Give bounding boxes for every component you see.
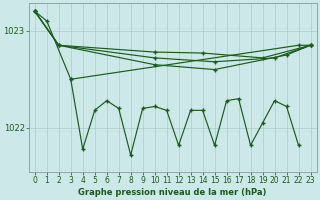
X-axis label: Graphe pression niveau de la mer (hPa): Graphe pression niveau de la mer (hPa) — [78, 188, 267, 197]
